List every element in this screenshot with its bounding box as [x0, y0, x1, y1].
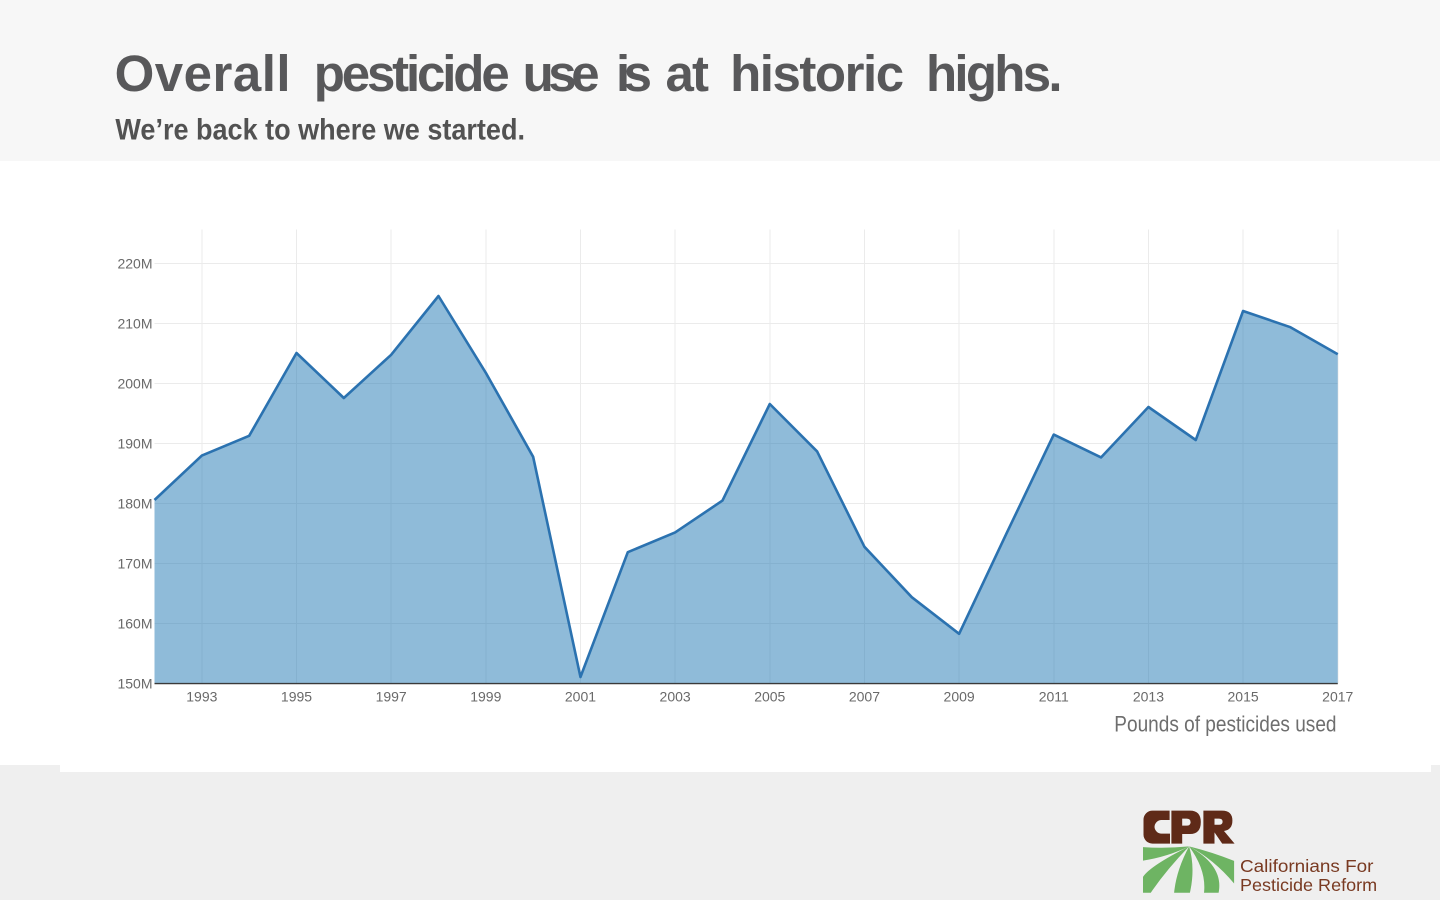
svg-text:200M: 200M	[117, 375, 152, 391]
svg-text:2013: 2013	[1133, 689, 1164, 705]
svg-text:2007: 2007	[849, 689, 880, 705]
svg-text:2009: 2009	[944, 689, 975, 705]
svg-text:160M: 160M	[117, 615, 152, 631]
svg-text:210M: 210M	[117, 315, 152, 331]
svg-text:Pesticide Reform: Pesticide Reform	[1240, 875, 1377, 895]
svg-text:2017: 2017	[1322, 689, 1353, 705]
svg-text:2015: 2015	[1228, 689, 1259, 705]
svg-text:2003: 2003	[660, 689, 691, 705]
svg-text:We’re back to where we started: We’re back to where we started.	[115, 113, 525, 146]
svg-text:150M: 150M	[117, 675, 152, 691]
svg-text:220M: 220M	[117, 255, 152, 271]
svg-text:1993: 1993	[186, 689, 217, 705]
svg-text:2001: 2001	[565, 689, 596, 705]
svg-text:190M: 190M	[117, 435, 152, 451]
svg-text:1995: 1995	[281, 689, 312, 705]
svg-text:1997: 1997	[376, 689, 407, 705]
svg-text:180M: 180M	[117, 495, 152, 511]
svg-text:Californians For: Californians For	[1240, 856, 1374, 876]
svg-text:2005: 2005	[754, 689, 785, 705]
svg-text:2011: 2011	[1039, 689, 1069, 705]
svg-text:1999: 1999	[470, 689, 501, 705]
svg-text:Pounds of pesticides used: Pounds of pesticides used	[1114, 711, 1336, 736]
svg-text:170M: 170M	[117, 555, 152, 571]
